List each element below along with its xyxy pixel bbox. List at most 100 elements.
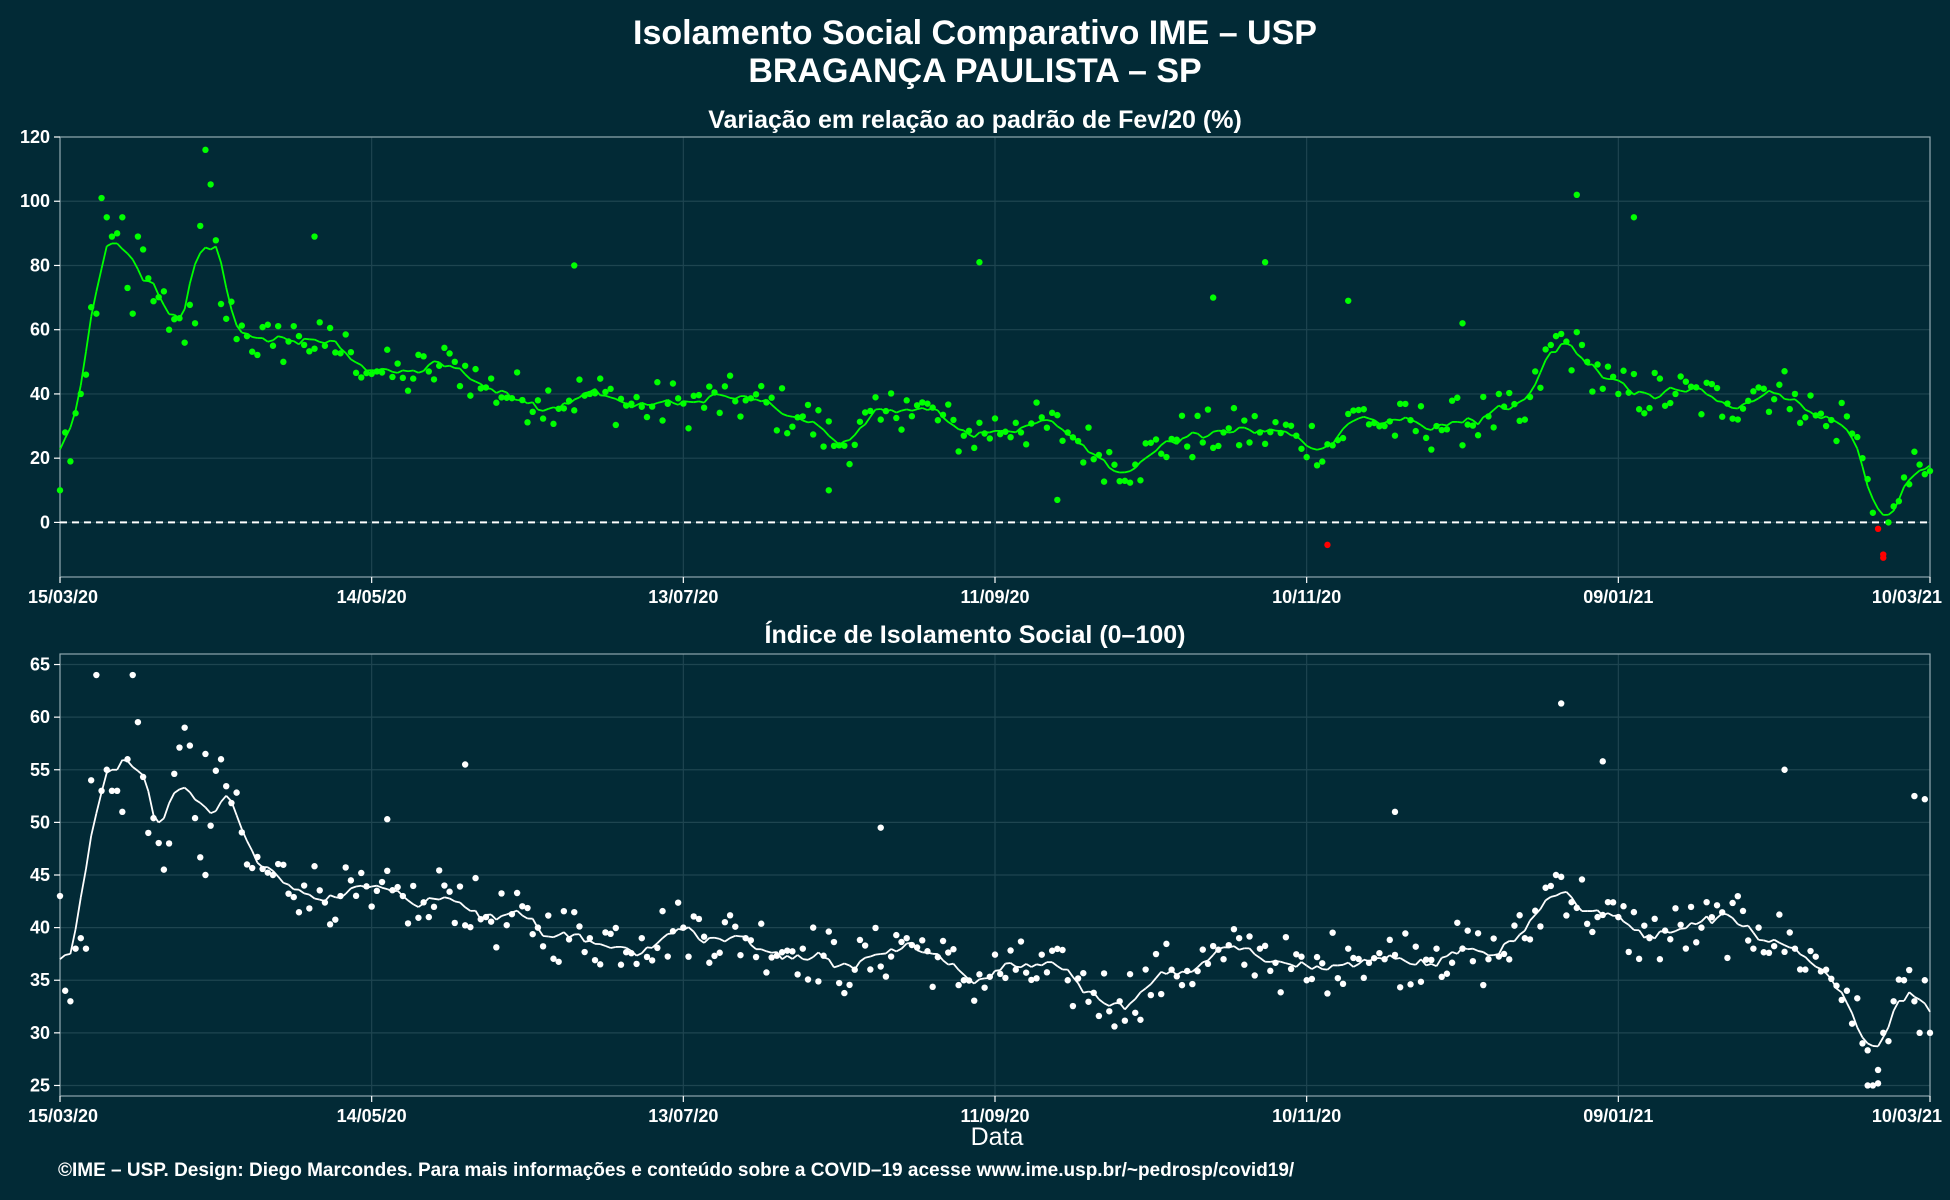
y-tick-label: 60 [30, 707, 50, 727]
data-point [1921, 471, 1929, 478]
moving-average-segment [1446, 421, 1453, 427]
data-point [565, 936, 573, 943]
moving-average-segment [1638, 390, 1645, 394]
moving-average-segment [828, 958, 835, 968]
moving-average-segment [205, 246, 211, 251]
data-point [1838, 399, 1845, 407]
data-point [784, 947, 791, 954]
moving-average-segment [870, 953, 876, 958]
data-point [887, 953, 895, 960]
x-tick-label: 09/01/21 [1583, 1106, 1653, 1126]
data-point [223, 782, 230, 790]
data-point [1848, 430, 1856, 437]
data-point [1750, 388, 1757, 395]
moving-average-segment [412, 903, 419, 908]
data-point [467, 923, 474, 931]
data-point [420, 899, 427, 906]
data-point [851, 441, 858, 449]
data-point [1090, 989, 1097, 997]
data-point [752, 391, 760, 398]
moving-average-segment [464, 373, 471, 380]
data-point [976, 419, 983, 426]
data-point [1646, 404, 1653, 412]
data-point [887, 390, 895, 397]
data-point [602, 929, 609, 936]
moving-average-segment [651, 942, 658, 949]
data-point [1506, 389, 1513, 397]
data-point [996, 430, 1004, 438]
moving-average-segment [397, 369, 404, 374]
y-tick-label: 120 [20, 127, 50, 147]
data-point [1116, 998, 1123, 1005]
moving-average-segment [74, 385, 82, 411]
data-point [311, 863, 318, 870]
moving-average-segment [864, 416, 872, 425]
moving-average-segment [1259, 957, 1266, 963]
data-point [61, 987, 69, 994]
moving-average-segment [1664, 386, 1671, 392]
data-point [643, 953, 651, 961]
moving-average-segment [1835, 987, 1843, 994]
moving-average-segment [890, 948, 897, 953]
data-point [1739, 405, 1747, 412]
data-point [1329, 442, 1336, 449]
data-point [254, 351, 261, 359]
data-point [1485, 413, 1492, 420]
data-point [1407, 416, 1414, 424]
x-tick-label: 11/09/20 [960, 1106, 1029, 1126]
moving-average-segment [428, 360, 435, 366]
data-point [1152, 436, 1160, 443]
data-point [809, 431, 817, 438]
moving-average-segment [989, 430, 996, 434]
data-point [1817, 410, 1825, 417]
data-point [674, 899, 682, 906]
data-point [1272, 418, 1279, 426]
data-point [1698, 924, 1705, 931]
data-point [1552, 332, 1560, 340]
moving-average-segment [1633, 390, 1640, 396]
data-point [534, 397, 542, 404]
data-point [1693, 939, 1700, 946]
moving-average-segment [95, 268, 103, 292]
moving-average-segment [1394, 957, 1401, 960]
moving-average-segment [163, 803, 170, 819]
moving-average-segment [952, 963, 960, 971]
data-point [1625, 948, 1632, 956]
moving-average-segment [1103, 1002, 1110, 1007]
moving-average-segment [210, 810, 217, 815]
data-point [373, 887, 381, 895]
data-point [82, 371, 90, 378]
moving-average-segment [1010, 962, 1017, 968]
data-point [67, 458, 74, 465]
data-point [1770, 942, 1778, 950]
data-point [139, 246, 147, 253]
data-point [1526, 936, 1534, 943]
moving-average-segment [703, 937, 710, 944]
data-point [1880, 1029, 1887, 1037]
data-point [622, 949, 630, 956]
moving-average-segment [1316, 965, 1323, 970]
data-point [155, 839, 162, 847]
data-point [1080, 459, 1087, 466]
data-point [1209, 942, 1217, 950]
data-point [1874, 525, 1882, 533]
moving-average-segment [1529, 383, 1536, 394]
data-point [555, 958, 562, 965]
data-point [581, 948, 588, 956]
data-point [1822, 422, 1830, 430]
data-point [1802, 414, 1809, 421]
moving-average-segment [137, 268, 144, 281]
data-point [311, 233, 318, 240]
moving-average-segment [895, 409, 902, 414]
footer-credits: ©IME – USP. Design: Diego Marcondes. Par… [58, 1160, 1295, 1181]
moving-average-segment [1913, 469, 1921, 476]
moving-average-segment [1617, 379, 1624, 385]
data-point [1303, 977, 1310, 984]
data-point [160, 866, 168, 873]
moving-average-segment [184, 786, 191, 793]
moving-average-segment [252, 336, 258, 339]
moving-average-segment [1700, 915, 1708, 923]
data-point [1547, 882, 1555, 890]
moving-average-segment [942, 959, 949, 966]
